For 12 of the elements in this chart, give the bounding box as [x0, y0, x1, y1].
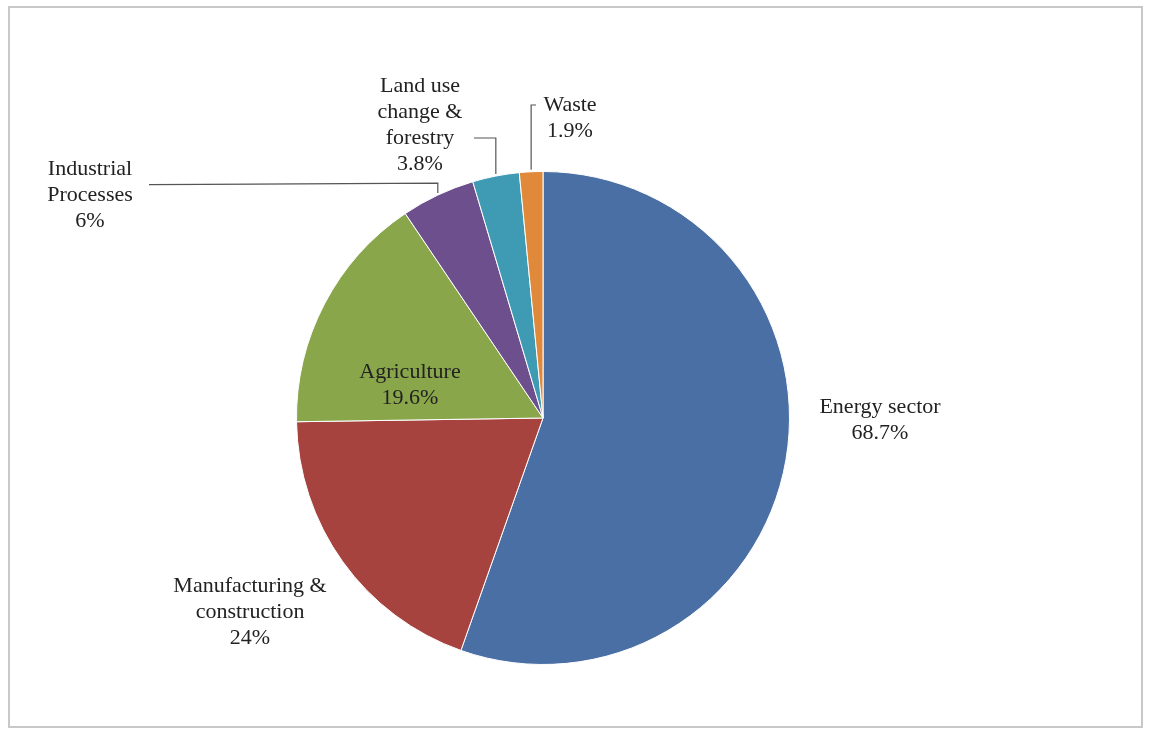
- slice-label: Land use change & forestry: [377, 71, 463, 149]
- data-label: 68.7%: [851, 418, 909, 444]
- data-label: 6%: [75, 206, 105, 232]
- data-label: 19.6%: [381, 383, 439, 409]
- slice-label: Agriculture: [359, 357, 461, 383]
- data-label: 1.9%: [547, 116, 593, 142]
- slice-label: Energy sector: [819, 392, 942, 418]
- data-label: 3.8%: [397, 149, 443, 175]
- data-label: 24%: [229, 623, 271, 649]
- slice-label: Manufacturing & construction: [173, 571, 327, 623]
- slice-label: Industrial Processes: [47, 154, 133, 206]
- slice-label: Waste: [543, 90, 597, 116]
